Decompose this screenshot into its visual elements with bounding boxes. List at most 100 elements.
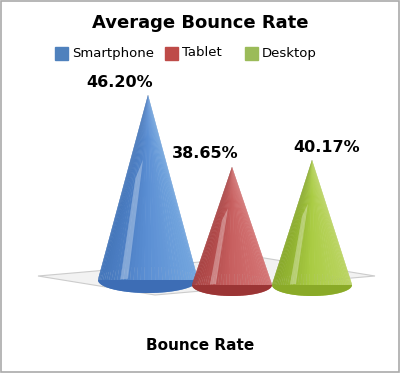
- Polygon shape: [232, 167, 235, 296]
- Polygon shape: [306, 160, 312, 274]
- Text: Tablet: Tablet: [182, 47, 222, 60]
- Polygon shape: [148, 95, 180, 291]
- Polygon shape: [232, 167, 250, 295]
- Polygon shape: [202, 167, 232, 278]
- Polygon shape: [122, 95, 148, 269]
- Polygon shape: [148, 95, 198, 281]
- Polygon shape: [232, 167, 253, 295]
- Polygon shape: [288, 160, 312, 294]
- Polygon shape: [312, 160, 338, 294]
- Polygon shape: [226, 167, 232, 274]
- Polygon shape: [232, 167, 262, 293]
- Polygon shape: [312, 160, 350, 282]
- Polygon shape: [229, 167, 232, 274]
- Polygon shape: [272, 160, 312, 288]
- Text: Average Bounce Rate: Average Bounce Rate: [92, 14, 308, 32]
- Polygon shape: [274, 160, 312, 289]
- Polygon shape: [276, 160, 312, 291]
- Polygon shape: [193, 167, 232, 288]
- Polygon shape: [192, 167, 232, 285]
- Polygon shape: [148, 95, 183, 290]
- Polygon shape: [312, 160, 352, 287]
- Polygon shape: [232, 167, 262, 278]
- Polygon shape: [226, 167, 232, 296]
- Polygon shape: [290, 204, 308, 285]
- Polygon shape: [148, 95, 194, 275]
- Polygon shape: [148, 95, 160, 293]
- Polygon shape: [312, 160, 321, 274]
- Polygon shape: [291, 160, 312, 276]
- Polygon shape: [232, 167, 264, 292]
- Polygon shape: [194, 167, 232, 282]
- Polygon shape: [148, 95, 188, 288]
- Polygon shape: [312, 160, 318, 274]
- Polygon shape: [232, 167, 241, 296]
- Polygon shape: [232, 167, 253, 276]
- Polygon shape: [303, 160, 312, 274]
- Polygon shape: [312, 160, 352, 283]
- Bar: [245, 47, 258, 60]
- Polygon shape: [300, 160, 312, 296]
- Polygon shape: [148, 95, 197, 277]
- Polygon shape: [232, 167, 235, 274]
- Polygon shape: [232, 167, 241, 274]
- Polygon shape: [208, 167, 232, 276]
- Polygon shape: [232, 167, 271, 288]
- Polygon shape: [105, 95, 148, 273]
- Polygon shape: [312, 160, 340, 293]
- Polygon shape: [192, 274, 272, 285]
- Polygon shape: [148, 95, 188, 272]
- Polygon shape: [312, 160, 330, 275]
- Polygon shape: [198, 167, 232, 279]
- Text: Smartphone: Smartphone: [72, 47, 154, 60]
- Polygon shape: [312, 160, 342, 278]
- Polygon shape: [113, 95, 148, 271]
- Polygon shape: [286, 160, 312, 294]
- Polygon shape: [312, 160, 346, 279]
- Polygon shape: [312, 160, 344, 279]
- Polygon shape: [148, 95, 171, 269]
- Polygon shape: [148, 95, 198, 279]
- Polygon shape: [110, 95, 148, 289]
- Polygon shape: [148, 95, 191, 273]
- Polygon shape: [232, 167, 269, 281]
- Polygon shape: [273, 160, 312, 282]
- Polygon shape: [312, 160, 340, 277]
- Polygon shape: [232, 167, 266, 291]
- Polygon shape: [148, 95, 198, 280]
- Polygon shape: [312, 160, 330, 295]
- Polygon shape: [312, 160, 351, 288]
- Polygon shape: [129, 95, 148, 292]
- Polygon shape: [211, 167, 232, 276]
- Polygon shape: [119, 95, 148, 269]
- Polygon shape: [122, 95, 148, 292]
- Polygon shape: [192, 167, 232, 283]
- Polygon shape: [204, 167, 232, 277]
- Bar: [55, 47, 68, 60]
- Polygon shape: [148, 95, 167, 268]
- Polygon shape: [98, 95, 148, 281]
- Polygon shape: [193, 167, 232, 282]
- Polygon shape: [232, 167, 272, 283]
- Polygon shape: [312, 160, 315, 274]
- Polygon shape: [148, 95, 197, 283]
- Polygon shape: [232, 167, 258, 294]
- Polygon shape: [232, 167, 247, 295]
- Bar: [165, 47, 178, 60]
- Polygon shape: [140, 95, 148, 293]
- Polygon shape: [196, 167, 232, 291]
- Polygon shape: [294, 160, 312, 275]
- Polygon shape: [208, 167, 232, 294]
- Polygon shape: [98, 267, 198, 280]
- Polygon shape: [206, 167, 232, 277]
- Polygon shape: [148, 95, 164, 268]
- Text: Desktop: Desktop: [262, 47, 317, 60]
- Polygon shape: [312, 160, 321, 296]
- Polygon shape: [116, 95, 148, 291]
- Polygon shape: [232, 167, 260, 277]
- Polygon shape: [148, 95, 186, 289]
- Text: 38.65%: 38.65%: [172, 146, 238, 161]
- Polygon shape: [148, 95, 177, 269]
- Polygon shape: [312, 160, 333, 276]
- Polygon shape: [116, 95, 148, 270]
